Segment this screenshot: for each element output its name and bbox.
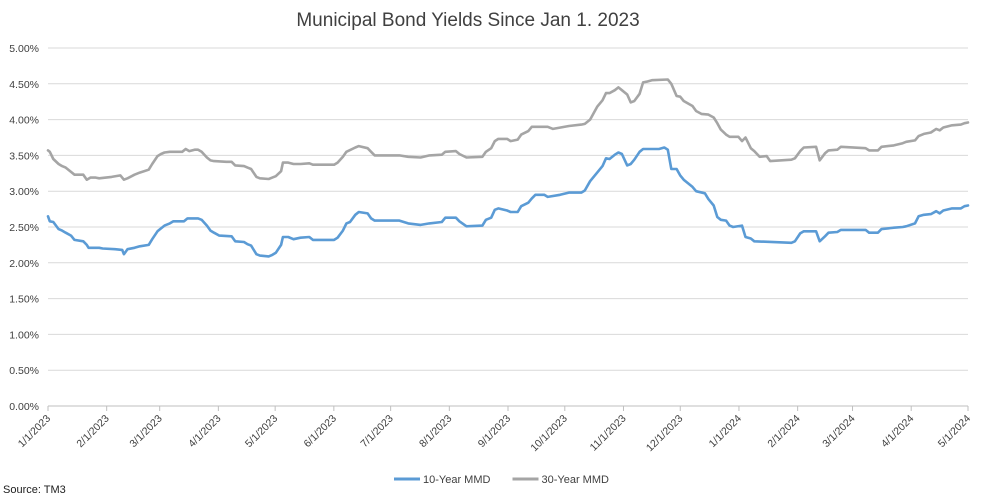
source-note: Source: TM3 bbox=[3, 484, 66, 496]
y-tick-label: 5.00% bbox=[9, 43, 39, 55]
x-tick-label: 3/1/2023 bbox=[127, 413, 164, 450]
x-tick-label: 2/1/2023 bbox=[74, 413, 111, 450]
series-line bbox=[46, 78, 970, 181]
x-tick-label: 8/1/2023 bbox=[417, 413, 454, 450]
x-tick-label: 7/1/2023 bbox=[358, 413, 395, 450]
x-tick-label: 3/1/2024 bbox=[820, 413, 857, 450]
x-tick-label: 11/1/2023 bbox=[588, 413, 629, 454]
x-tick-label: 4/1/2024 bbox=[879, 413, 916, 450]
x-tick-label: 1/1/2024 bbox=[707, 413, 744, 450]
legend-label: 10-Year MMD bbox=[423, 474, 491, 486]
x-tick-label: 1/1/2023 bbox=[16, 413, 53, 450]
x-tick-label: 10/1/2023 bbox=[528, 413, 570, 455]
series-lines bbox=[46, 78, 970, 258]
y-axis-tick-labels: 0.00% 0.50% 1.00% 1.50% 2.00% 2.50% 3.00% 3.50%… bbox=[9, 43, 39, 413]
x-axis bbox=[47, 405, 969, 411]
series-line bbox=[46, 146, 970, 258]
y-tick-label: 4.00% bbox=[9, 115, 39, 127]
y-tick-label: 3.00% bbox=[9, 186, 39, 198]
y-tick-label: 4.50% bbox=[9, 79, 39, 91]
x-tick-label: 12/1/2023 bbox=[644, 413, 686, 455]
y-tick-label: 1.00% bbox=[9, 329, 39, 341]
y-tick-label: 2.00% bbox=[9, 258, 39, 270]
gridlines bbox=[48, 47, 968, 371]
x-tick-label: 2/1/2024 bbox=[765, 413, 802, 450]
x-axis-tick-labels: 1/1/2023 2/1/2023 3/1/2023 4/1/2023 5/1/2023… bbox=[16, 413, 973, 455]
x-tick-label: 9/1/2023 bbox=[476, 413, 513, 450]
x-tick-label: 6/1/2023 bbox=[302, 413, 339, 450]
x-tick-label: 5/1/2023 bbox=[243, 413, 280, 450]
y-tick-label: 0.00% bbox=[9, 401, 39, 413]
y-tick-label: 2.50% bbox=[9, 222, 39, 234]
y-tick-label: 3.50% bbox=[9, 150, 39, 162]
legend: 10-Year MMD 30-Year MMD bbox=[394, 474, 609, 486]
y-tick-label: 1.50% bbox=[9, 294, 39, 306]
legend-label: 30-Year MMD bbox=[542, 474, 610, 486]
y-tick-label: 0.50% bbox=[9, 365, 39, 377]
x-tick-label: 5/1/2024 bbox=[936, 413, 973, 450]
x-tick-label: 4/1/2023 bbox=[186, 413, 223, 450]
chart-title: Municipal Bond Yields Since Jan 1. 2023 bbox=[296, 10, 639, 31]
